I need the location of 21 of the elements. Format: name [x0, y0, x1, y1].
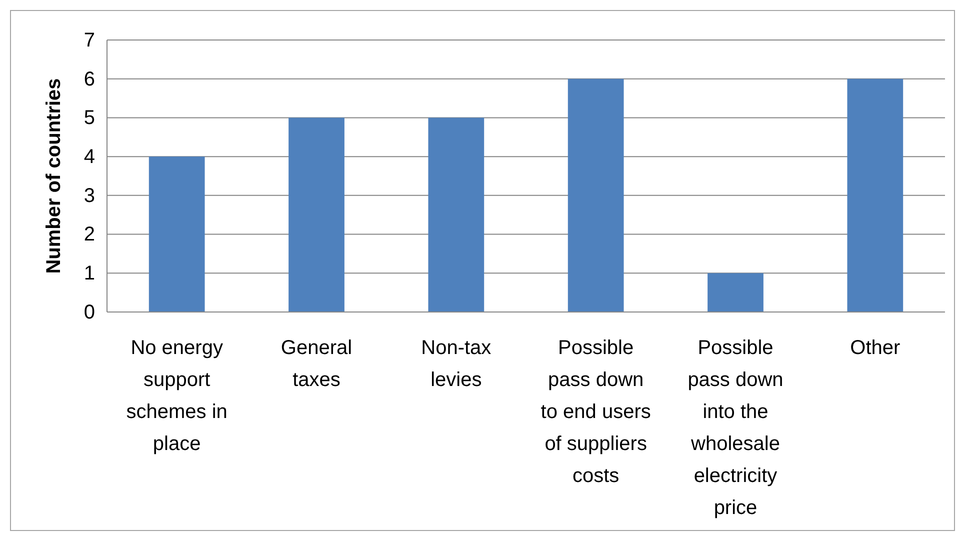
x-tick-label: Possible pass down into the wholesale electricity price	[688, 337, 784, 519]
x-tick-label: Possible pass down to end users of suppliers costs	[540, 337, 651, 487]
y-tick-label: 0	[84, 301, 95, 324]
y-tick-label: 7	[84, 29, 95, 52]
x-tick-label: No energy support schemes in place	[126, 337, 228, 455]
y-tick-label: 1	[84, 262, 95, 285]
bar	[847, 78, 904, 312]
y-tick-label: 6	[84, 68, 95, 90]
y-tick-label: 5	[84, 107, 95, 130]
x-tick-label: Other	[850, 337, 901, 359]
y-tick-label: 4	[84, 146, 95, 168]
bar	[148, 156, 205, 312]
x-tick-label: General taxes	[280, 337, 352, 391]
y-axis-title: Number of countries	[43, 78, 65, 274]
x-tick-label: Non-tax levies	[421, 337, 492, 391]
bar	[428, 118, 484, 312]
bar	[288, 118, 344, 312]
bar	[568, 78, 624, 312]
y-tick-label: 3	[84, 184, 95, 207]
y-tick-label: 2	[84, 224, 95, 246]
bar	[708, 273, 764, 312]
